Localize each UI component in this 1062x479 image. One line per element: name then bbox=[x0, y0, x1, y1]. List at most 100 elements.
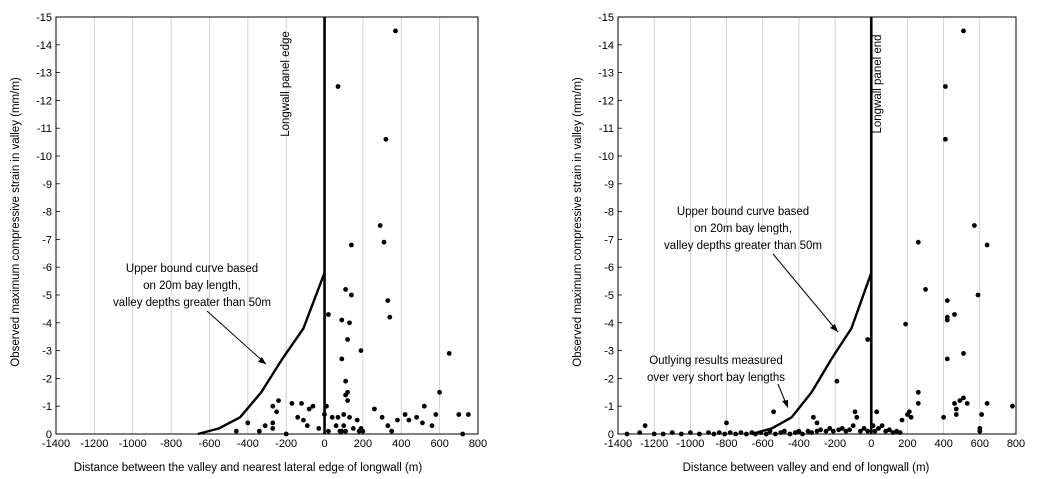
y-tick-label: -13 bbox=[598, 68, 614, 80]
data-point bbox=[420, 420, 425, 426]
x-tick-label: -600 bbox=[198, 438, 220, 450]
y-tick-label: 0 bbox=[46, 429, 52, 441]
x-tick-label: 800 bbox=[1007, 438, 1025, 450]
data-point bbox=[943, 136, 948, 142]
annotation-outlying-right: Outlying results measured over very shor… bbox=[647, 355, 788, 408]
data-point bbox=[749, 430, 755, 435]
data-point bbox=[782, 428, 787, 434]
x-axis-title-left: Distance between the valley and nearest … bbox=[74, 462, 423, 474]
data-point bbox=[349, 292, 354, 298]
annotation-line-1: Upper bound curve based bbox=[677, 206, 809, 218]
data-point bbox=[964, 401, 970, 406]
data-point bbox=[823, 428, 829, 434]
data-point bbox=[957, 398, 963, 403]
chart-right: -1400 -1200 -1000 -800 -600 -400 -200 0 200 400 60… bbox=[572, 12, 1025, 474]
data-point bbox=[979, 412, 984, 417]
y-tick-label: -8 bbox=[42, 207, 52, 219]
data-point bbox=[894, 428, 899, 434]
x-tick-label: 200 bbox=[354, 438, 372, 450]
data-point bbox=[870, 423, 876, 429]
data-point bbox=[350, 426, 356, 431]
y-tick-label: -2 bbox=[42, 373, 52, 385]
data-point bbox=[283, 431, 289, 437]
data-point bbox=[270, 403, 276, 409]
data-point bbox=[651, 431, 657, 437]
data-point bbox=[883, 428, 889, 434]
data-point bbox=[274, 409, 279, 415]
annotation-arrowhead bbox=[830, 324, 838, 332]
data-point bbox=[847, 427, 852, 433]
y-tick-label: -6 bbox=[42, 262, 52, 274]
x-tick-label: 600 bbox=[430, 438, 448, 450]
data-point bbox=[915, 389, 921, 395]
data-point bbox=[669, 430, 675, 435]
data-point bbox=[722, 431, 728, 437]
data-point bbox=[763, 431, 769, 437]
data-point bbox=[379, 414, 385, 420]
y-tick-label: -14 bbox=[598, 40, 614, 52]
data-point bbox=[339, 428, 345, 434]
data-point bbox=[839, 426, 845, 431]
data-point bbox=[437, 389, 442, 395]
data-point bbox=[1010, 403, 1015, 409]
data-point bbox=[347, 414, 352, 420]
data-point bbox=[688, 430, 693, 435]
x-tick-label: -600 bbox=[752, 438, 774, 450]
data-point bbox=[843, 428, 849, 434]
x-tick-label: -400 bbox=[237, 438, 259, 450]
data-point bbox=[890, 430, 896, 435]
data-point bbox=[256, 428, 262, 434]
data-point bbox=[360, 428, 366, 434]
annotation-line-3: valley depths greater than 50m bbox=[664, 240, 822, 252]
x-tick-label: -1000 bbox=[676, 438, 704, 450]
data-point bbox=[306, 406, 312, 412]
data-point bbox=[326, 312, 331, 317]
data-point bbox=[953, 412, 959, 417]
y-tick-label: -10 bbox=[598, 151, 614, 163]
x-tick-label: -800 bbox=[160, 438, 182, 450]
data-point bbox=[341, 412, 347, 417]
data-point bbox=[915, 401, 921, 406]
data-point bbox=[377, 223, 383, 228]
vertical-line-label-left: Longwall panel edge bbox=[280, 31, 292, 137]
data-point bbox=[299, 401, 304, 406]
x-tick-label: 0 bbox=[321, 438, 327, 450]
annotation-leader-line bbox=[206, 310, 267, 365]
x-tick-label: -1400 bbox=[604, 438, 632, 450]
upper-bound-curve bbox=[751, 272, 873, 436]
data-point bbox=[805, 428, 811, 434]
data-point bbox=[753, 431, 758, 437]
data-point bbox=[773, 431, 778, 437]
data-point bbox=[727, 430, 733, 435]
data-point bbox=[809, 430, 814, 435]
data-point bbox=[984, 401, 990, 406]
data-point bbox=[738, 430, 744, 435]
x-tick-label: 400 bbox=[934, 438, 952, 450]
x-tick-label: 600 bbox=[971, 438, 989, 450]
points-left bbox=[233, 28, 471, 437]
y-tick-label: -7 bbox=[604, 234, 614, 246]
x-tick-label: -1400 bbox=[42, 438, 70, 450]
y-tick-label: -14 bbox=[36, 40, 52, 52]
curve-left-group bbox=[197, 17, 326, 436]
data-point bbox=[624, 431, 630, 437]
data-point bbox=[343, 378, 348, 384]
curve-right-group bbox=[751, 17, 873, 436]
data-point bbox=[796, 428, 802, 434]
annotation-leader-line bbox=[772, 253, 839, 333]
x-tick-label: 400 bbox=[392, 438, 410, 450]
data-point bbox=[923, 287, 928, 292]
y-tick-label: -3 bbox=[42, 346, 52, 358]
y-tick-label: -12 bbox=[598, 95, 614, 107]
plot-frame bbox=[617, 16, 1017, 435]
data-point bbox=[345, 398, 350, 403]
data-point bbox=[270, 420, 276, 426]
data-point bbox=[814, 428, 820, 434]
y-tick-label: -10 bbox=[36, 151, 52, 163]
data-point bbox=[429, 423, 435, 429]
data-point bbox=[333, 423, 339, 429]
data-point bbox=[347, 320, 352, 326]
data-point bbox=[310, 403, 316, 409]
data-point bbox=[387, 314, 393, 320]
annotation-line-2: over very short bay lengths bbox=[647, 372, 785, 384]
